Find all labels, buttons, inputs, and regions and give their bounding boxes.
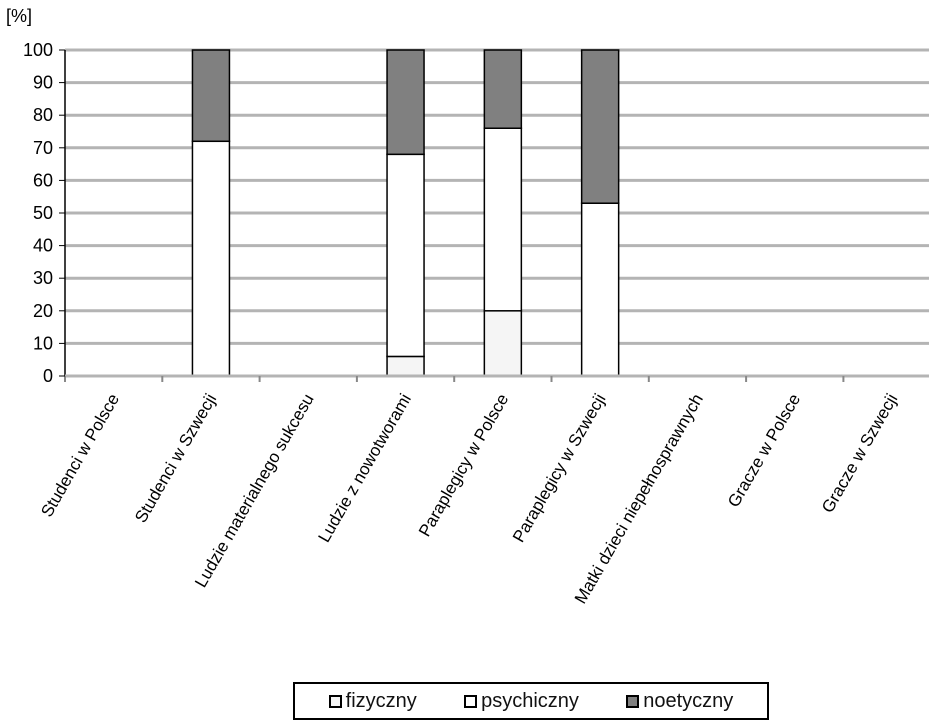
- y-tick-label: 100: [23, 40, 53, 60]
- x-category-label: Gracze w Polsce: [724, 391, 804, 511]
- legend-label: noetyczny: [643, 689, 734, 712]
- bar-psychiczny: [580, 202, 620, 377]
- x-category-label: Gracze w Szwecji: [818, 391, 902, 517]
- legend-item-psychiczny: psychiczny: [464, 690, 579, 713]
- bar-fizyczny: [386, 355, 425, 377]
- bar-psychiczny: [386, 153, 425, 358]
- legend-item-noetyczny: noetyczny: [626, 690, 733, 713]
- legend-label: psychiczny: [481, 689, 579, 712]
- bar-noetyczny: [191, 49, 231, 143]
- y-axis-label: [%]: [6, 6, 32, 26]
- x-category-label: Paraplegicy w Szwecji: [509, 391, 610, 546]
- stacked-bar-chart: 0 10 20 30 40 50 60 70 80 90 100 Studenci w Polsce…: [6, 6, 929, 607]
- y-tick-label: 50: [33, 203, 53, 223]
- legend: fizyczny psychiczny noetyczny: [293, 682, 769, 720]
- legend-swatch: [328, 694, 342, 708]
- y-tick-label: 10: [33, 333, 53, 353]
- bar-noetyczny: [386, 49, 425, 156]
- y-tick-label: 0: [43, 366, 53, 386]
- x-category-label: Studenci w Szwecji: [131, 391, 220, 527]
- legend-swatch: [464, 694, 478, 708]
- y-tick-label: 40: [33, 236, 53, 256]
- legend-label: fizyczny: [345, 689, 417, 712]
- bar-noetyczny: [483, 49, 523, 129]
- x-category-label: Ludzie materialnego sukcesu: [191, 391, 318, 591]
- y-tick-label: 70: [33, 138, 53, 158]
- bar-psychiczny: [483, 127, 523, 312]
- x-category-labels: Studenci w Polsce Studenci w SzwecjiLudzi…: [37, 390, 901, 607]
- y-tick-labels: 0 10 20 30 40 50 60 70 80 90 100: [23, 40, 65, 386]
- bar-noetyczny: [580, 49, 620, 204]
- bar-fizyczny: [483, 310, 523, 377]
- y-tick-label: 30: [33, 268, 53, 288]
- x-category-label: Paraplegicy w Polsce: [415, 390, 512, 539]
- y-tick-label: 90: [33, 73, 53, 93]
- y-tick-label: 60: [33, 170, 53, 190]
- legend-item-fizyczny: fizyczny: [328, 689, 417, 713]
- bar-psychiczny: [191, 140, 231, 377]
- x-category-label: Ludzie z nowotworami: [314, 391, 415, 546]
- y-tick-label: 80: [33, 105, 53, 125]
- bars: [191, 49, 620, 377]
- legend-swatch: [626, 694, 640, 708]
- y-tick-label: 20: [33, 301, 53, 321]
- x-category-label: Studenci w Polsce: [37, 391, 123, 521]
